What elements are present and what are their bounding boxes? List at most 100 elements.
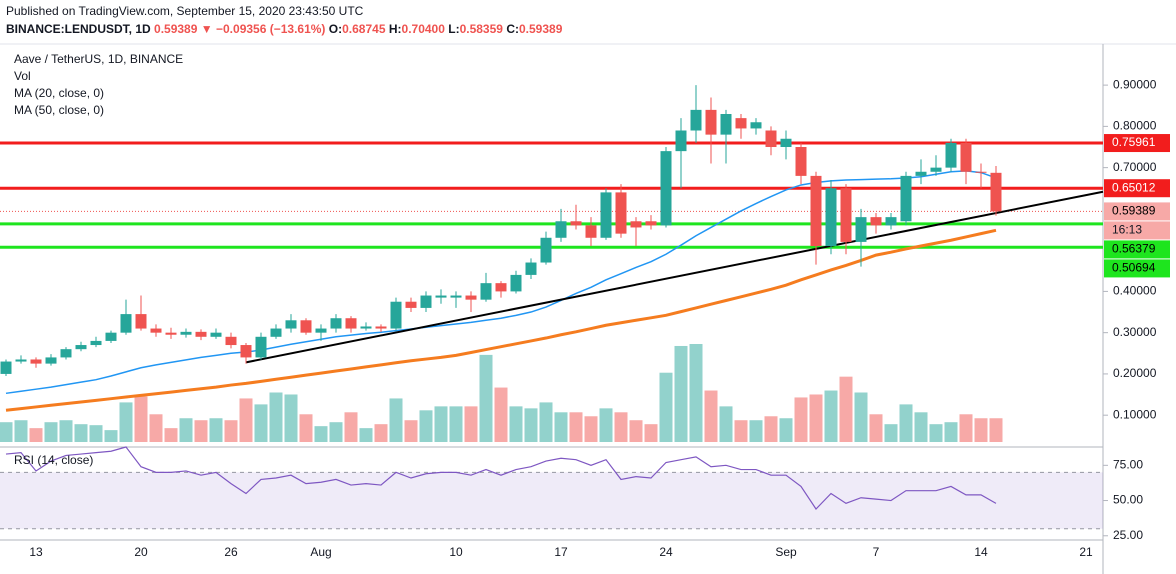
candle-body xyxy=(330,318,342,329)
legend-ma20: MA (20, close, 0) xyxy=(14,86,104,100)
volume-bar xyxy=(269,392,283,442)
volume-bar xyxy=(914,412,928,442)
price-label-box xyxy=(1104,240,1170,259)
volume-bar xyxy=(29,428,43,442)
volume-bar xyxy=(194,420,208,442)
candle-body xyxy=(210,332,222,337)
volume-bar xyxy=(359,428,373,442)
volume-bar xyxy=(629,420,643,442)
candle-body xyxy=(435,295,447,298)
candle-body xyxy=(135,314,147,329)
volume-bar xyxy=(509,406,523,442)
candle-body xyxy=(105,332,117,341)
y-tick-label: 0.40000 xyxy=(1113,284,1157,298)
x-tick-label: 7 xyxy=(873,545,880,559)
candle-body xyxy=(990,172,1002,212)
volume-bar xyxy=(614,412,628,442)
volume-bar xyxy=(239,398,253,442)
volume-bar xyxy=(584,416,598,442)
candle-body xyxy=(690,109,702,131)
candle-body xyxy=(735,118,747,129)
volume-bar xyxy=(299,414,313,442)
volume-bar xyxy=(764,416,778,442)
volume-bar xyxy=(314,426,328,442)
volume-bar xyxy=(554,412,568,442)
candle-body xyxy=(885,217,897,226)
candle-body xyxy=(855,217,867,242)
volume-bar xyxy=(494,387,508,442)
candle-body xyxy=(240,345,252,358)
volume-bar xyxy=(449,406,463,442)
y-tick-label: 0.80000 xyxy=(1113,119,1157,133)
y-tick-label: 0.90000 xyxy=(1113,77,1157,91)
candle-body xyxy=(945,142,957,168)
volume-bar xyxy=(974,418,988,442)
candle-body xyxy=(300,320,312,333)
candle-body xyxy=(810,175,822,247)
candle-body xyxy=(960,142,972,172)
candle-body xyxy=(930,167,942,172)
volume-bar xyxy=(779,418,793,442)
candle-body xyxy=(150,328,162,333)
candle-body xyxy=(315,328,327,333)
last: 0.59389 xyxy=(154,22,198,36)
candle-body xyxy=(705,109,717,135)
rsi-tick-label: 50.00 xyxy=(1113,493,1143,507)
candle-body xyxy=(375,326,387,329)
volume-bar xyxy=(944,422,958,442)
volume-bar xyxy=(959,414,973,442)
volume-bar xyxy=(659,372,673,442)
x-tick-label: 20 xyxy=(134,545,148,559)
ma-line xyxy=(5,228,997,412)
volume-bar xyxy=(479,354,493,442)
y-tick-label: 0.10000 xyxy=(1113,407,1157,421)
ohlc-label: C: xyxy=(506,22,519,36)
legend-vol: Vol xyxy=(14,69,31,83)
candle-body xyxy=(795,147,807,176)
volume-bar xyxy=(374,424,388,442)
candle-body xyxy=(660,151,672,226)
volume-bar xyxy=(464,406,478,442)
legend-title: Aave / TetherUS, 1D, BINANCE xyxy=(14,52,183,66)
ohlc-value: 0.70400 xyxy=(402,22,446,36)
ohlc-value: 0.68745 xyxy=(342,22,386,36)
volume-bar xyxy=(209,418,223,442)
candle-body xyxy=(15,359,27,362)
candle-body xyxy=(525,262,537,275)
candle-body xyxy=(450,295,462,298)
candle-body xyxy=(390,301,402,329)
candle-body xyxy=(915,171,927,176)
x-tick-label: Aug xyxy=(310,545,331,559)
price-label: 0.59389 xyxy=(1112,204,1156,218)
candle-body xyxy=(675,130,687,152)
candle-body xyxy=(0,361,12,374)
candle-body xyxy=(420,295,432,308)
change: −0.09356 (−13.61%) xyxy=(216,22,325,36)
volume-bar xyxy=(884,424,898,442)
x-tick-label: 10 xyxy=(449,545,463,559)
x-tick-label: 13 xyxy=(29,545,43,559)
volume-bar xyxy=(104,430,118,442)
ohlc-label: H: xyxy=(389,22,402,36)
volume-bar xyxy=(599,408,613,442)
candle-body xyxy=(255,336,267,358)
candle-body xyxy=(510,274,522,292)
volume-bar xyxy=(704,390,718,442)
volume-bar xyxy=(119,402,133,442)
x-tick-label: Sep xyxy=(775,545,797,559)
volume-bar xyxy=(389,398,403,442)
volume-bar xyxy=(179,418,193,442)
countdown: 16:13 xyxy=(1112,223,1142,237)
candle-body xyxy=(165,332,177,335)
candle-body xyxy=(870,217,882,226)
price-label-box xyxy=(1104,202,1170,221)
volume-bar xyxy=(869,414,883,442)
x-tick-label: 21 xyxy=(1079,545,1093,559)
volume-bar xyxy=(854,392,868,442)
rsi-band xyxy=(0,472,1103,529)
candle-body xyxy=(750,122,762,129)
candle-body xyxy=(360,326,372,329)
ohlc-label: L: xyxy=(448,22,459,36)
volume-bar xyxy=(524,408,538,442)
